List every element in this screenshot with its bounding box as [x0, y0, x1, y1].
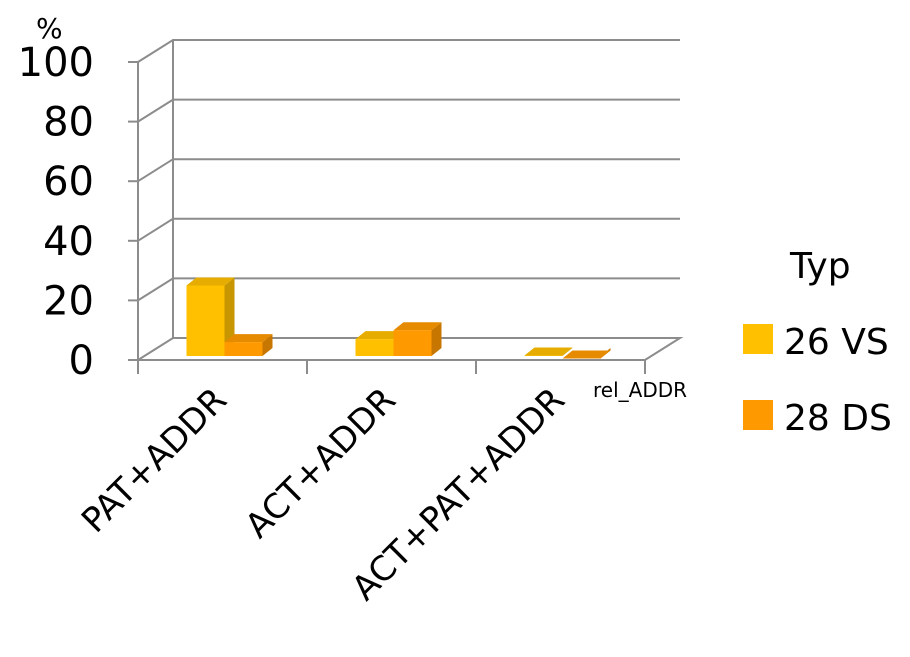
- bar-pat-addr-26-vs: [186, 277, 235, 356]
- bar-front-face: [186, 285, 225, 356]
- gridline-40: [137, 217, 680, 242]
- bar-top-face: [224, 334, 273, 343]
- legend-swatch-28-ds: [743, 400, 773, 430]
- bar-front-face: [355, 339, 394, 356]
- bar-front-face: [224, 342, 263, 356]
- bar-side-face: [262, 334, 273, 356]
- gridline-60: [137, 158, 680, 183]
- bars: [186, 277, 611, 359]
- y-tick-label-60: 60: [43, 159, 94, 205]
- y-tick-label-0: 0: [69, 338, 94, 384]
- y-tick-labels: 0 20 40 60 80 100: [18, 40, 94, 384]
- bar-top-face: [524, 347, 573, 356]
- legend-label-28-ds: 28 DS: [784, 398, 892, 439]
- depth-axis-label: rel_ADDR: [593, 378, 687, 402]
- bar-top-face: [186, 277, 235, 286]
- bar-pat-addr-28-ds: [224, 334, 273, 356]
- bar-top-face: [393, 322, 442, 331]
- legend-label-26-vs: 26 VS: [784, 322, 889, 363]
- y-tick-label-40: 40: [43, 219, 94, 265]
- gridline-100: [137, 39, 680, 63]
- legend: Typ 26 VS 28 DS: [743, 246, 892, 439]
- bar-side-face: [431, 322, 442, 356]
- axes: [128, 61, 646, 374]
- legend-swatch-26-vs: [743, 324, 773, 354]
- x-tick-label-act-addr: ACT+ADDR: [238, 380, 404, 546]
- x-tick-label-pat-addr: PAT+ADDR: [74, 380, 235, 541]
- bar-top-face: [355, 331, 404, 340]
- legend-title: Typ: [789, 246, 851, 287]
- bar-side-face: [562, 347, 573, 356]
- y-tick-label-80: 80: [43, 100, 94, 146]
- bar-act-pat-addr-28-ds: [562, 348, 611, 359]
- bar-front-face: [393, 330, 432, 356]
- y-unit-label: %: [36, 12, 63, 45]
- bar-act-addr-28-ds: [393, 322, 442, 356]
- y-tick-label-100: 100: [18, 40, 94, 86]
- y-tick-label-20: 20: [43, 278, 94, 324]
- bar-top-face: [562, 350, 611, 359]
- bar-act-pat-addr-26-vs: [524, 347, 573, 356]
- gridline-80: [137, 98, 680, 123]
